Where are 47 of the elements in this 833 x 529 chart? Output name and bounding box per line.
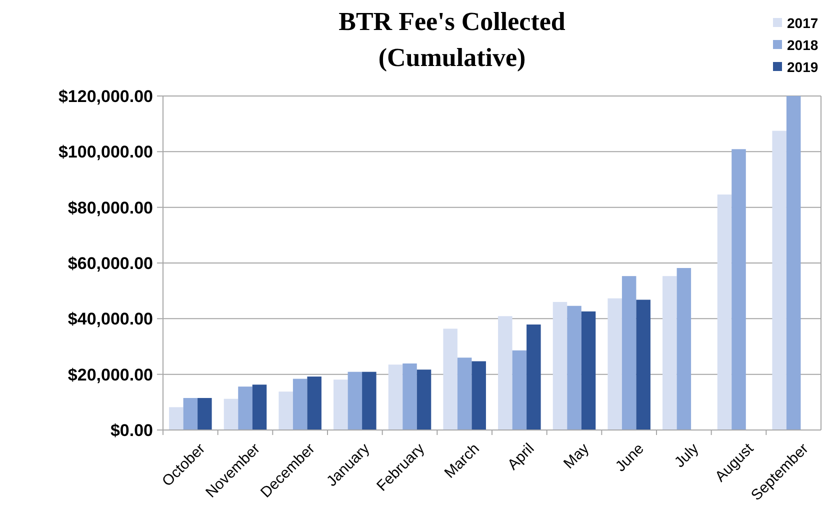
bar	[567, 306, 582, 430]
legend-label: 2017	[787, 14, 818, 31]
bar	[388, 364, 403, 430]
bar	[552, 302, 568, 430]
bar	[416, 370, 432, 430]
legend-label: 2018	[787, 36, 818, 53]
bar	[402, 363, 417, 430]
y-tick-label: $120,000.00	[58, 86, 153, 106]
bar	[498, 316, 512, 430]
x-tick-label: July	[671, 440, 703, 472]
bar	[224, 398, 238, 430]
bar	[636, 300, 650, 430]
bar	[622, 276, 636, 430]
bar	[252, 384, 267, 430]
bar	[457, 358, 472, 430]
bar	[443, 328, 458, 430]
bar	[526, 324, 541, 430]
bar	[198, 398, 212, 430]
y-tick-label: $20,000.00	[68, 365, 153, 384]
y-tick-label: $60,000.00	[68, 254, 153, 273]
bar	[472, 361, 486, 430]
bar	[717, 194, 732, 430]
bar	[183, 398, 198, 430]
chart-subtitle: (Cumulative)	[378, 43, 526, 72]
x-tick-label: May	[560, 440, 593, 472]
legend-label: 2019	[787, 58, 818, 75]
bar	[292, 378, 308, 430]
bar	[278, 392, 293, 430]
bar	[676, 268, 692, 430]
bar	[581, 311, 596, 430]
chart-title: BTR Fee's Collected	[338, 7, 566, 36]
bar	[662, 276, 677, 430]
bar	[362, 372, 376, 430]
bar	[169, 407, 184, 430]
y-tick-label: $100,000.00	[58, 142, 153, 162]
bar	[334, 380, 348, 430]
bar	[238, 386, 252, 430]
y-tick-label: $40,000.00	[68, 310, 153, 329]
bar	[772, 130, 786, 430]
bar	[732, 149, 746, 430]
bar	[348, 372, 362, 430]
bar	[608, 298, 622, 430]
y-tick-label: $0.00	[110, 420, 153, 440]
bar	[512, 350, 527, 430]
y-tick-label: $80,000.00	[68, 198, 153, 218]
bar	[307, 376, 322, 430]
bar	[786, 96, 801, 430]
